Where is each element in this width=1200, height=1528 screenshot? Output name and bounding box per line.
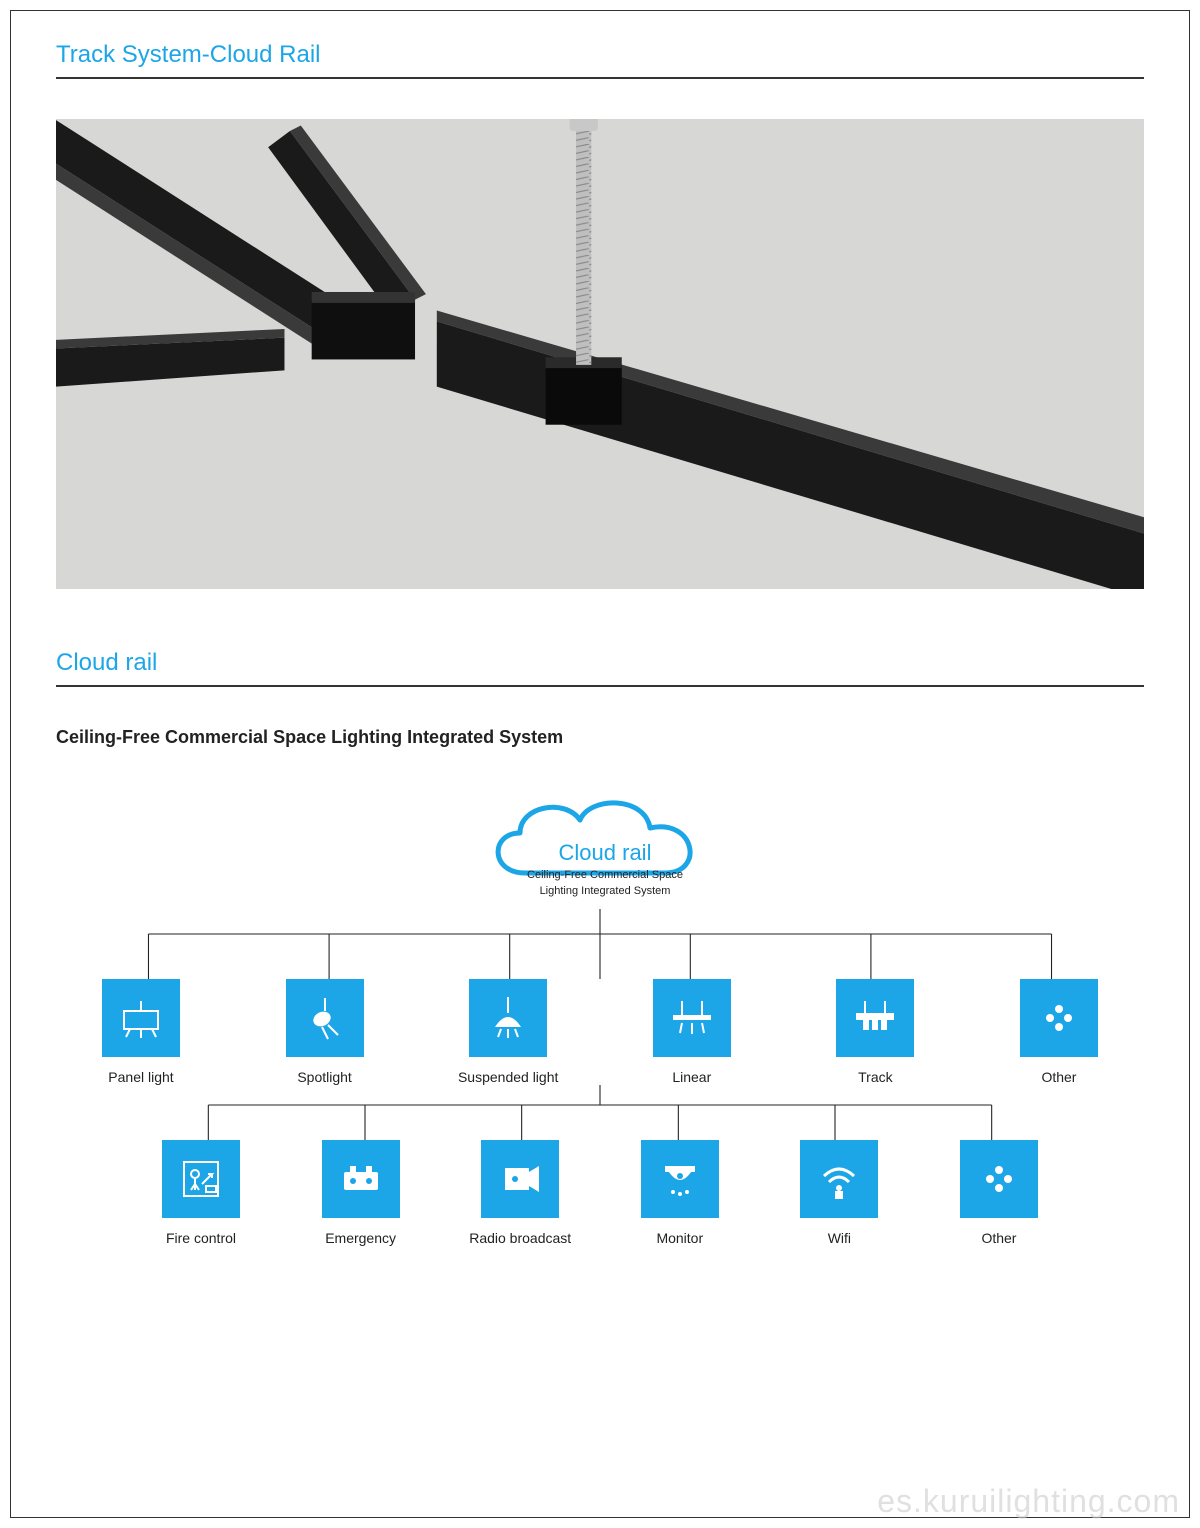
node-label: Suspended light [458,1069,558,1086]
cloud-sub2: Lighting Integrated System [66,884,1144,898]
connectors-row1 [56,909,1144,979]
node-track: Track [800,979,950,1086]
row-lighting: Panel light Spotlight Suspended light Linea… [56,979,1144,1086]
node-label: Emergency [325,1230,396,1247]
node-emergency: Emergency [286,1140,436,1247]
hero-image [56,119,1144,589]
node-wifi: Wifi [764,1140,914,1247]
node-label: Other [981,1230,1016,1247]
row-services: Fire control Emergency Radio broadcast Moni… [56,1140,1144,1247]
cloud-node: Cloud rail Ceiling-Free Commercial Space… [56,788,1144,899]
node-spotlight: Spotlight [250,979,400,1086]
panel-icon [102,979,180,1057]
node-linear: Linear [617,979,767,1086]
spotlight-icon [286,979,364,1057]
node-label: Monitor [656,1230,703,1247]
node-label: Panel light [108,1069,173,1086]
node-monitor: Monitor [605,1140,755,1247]
node-radio: Radio broadcast [445,1140,595,1247]
subtitle-text: Ceiling-Free Commercial Space Lighting I… [56,727,1144,748]
node-label: Radio broadcast [469,1230,571,1247]
cloud-sub1: Ceiling-Free Commercial Space [66,868,1144,882]
suspended-icon [469,979,547,1057]
title-track-system: Track System-Cloud Rail [56,41,1144,79]
node-panel: Panel light [66,979,216,1086]
node-other: Other [924,1140,1074,1247]
other-icon [960,1140,1038,1218]
fire-icon [162,1140,240,1218]
node-label: Other [1041,1069,1076,1086]
node-label: Spotlight [297,1069,351,1086]
connectors-row2 [56,1085,1144,1140]
watermark: es.kuruilighting.com [877,1483,1180,1520]
title-cloud-rail: Cloud rail [56,649,1144,687]
emergency-icon [322,1140,400,1218]
cloud-label: Cloud rail [66,840,1144,866]
page-frame: Track System-Cloud Rail [10,10,1190,1518]
node-other: Other [984,979,1134,1086]
diagram-tree: Panel light Spotlight Suspended light Linea… [56,909,1144,1248]
node-label: Track [858,1069,892,1086]
node-suspended: Suspended light [433,979,583,1086]
node-label: Fire control [166,1230,236,1247]
node-fire: Fire control [126,1140,276,1247]
radio-icon [481,1140,559,1218]
linear-icon [653,979,731,1057]
other-icon [1020,979,1098,1057]
track-icon [836,979,914,1057]
monitor-icon [641,1140,719,1218]
node-label: Linear [672,1069,711,1086]
wifi-icon [800,1140,878,1218]
node-label: Wifi [828,1230,851,1247]
